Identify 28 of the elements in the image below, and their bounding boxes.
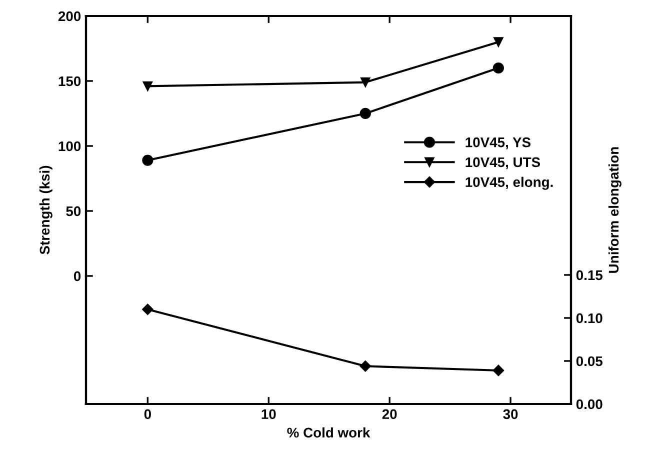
x-tick-label: 30 bbox=[503, 409, 518, 420]
y2-tick-label: 0.10 bbox=[576, 313, 602, 324]
y-tick-label: 0 bbox=[74, 271, 81, 282]
point bbox=[492, 364, 504, 376]
legend-label: 10V45, elong. bbox=[466, 176, 553, 190]
x-tick-label: 10 bbox=[262, 409, 276, 420]
point bbox=[142, 81, 153, 92]
y-tick-label: 50 bbox=[66, 206, 81, 216]
legend-label: 10V45, UTS bbox=[466, 157, 540, 170]
point bbox=[142, 154, 154, 166]
y-tick-label: 200 bbox=[58, 11, 81, 22]
point bbox=[492, 62, 504, 74]
y2-tick-label: 0.15 bbox=[576, 270, 603, 280]
point bbox=[494, 37, 504, 47]
x-axis-title: % Cold work bbox=[287, 427, 370, 438]
y2-tick-label: 0.05 bbox=[576, 356, 603, 366]
y2-axis-title: Uniform elongation bbox=[608, 147, 622, 273]
point bbox=[142, 304, 154, 315]
x-tick-label: 0 bbox=[144, 409, 151, 420]
x-tick-label: 20 bbox=[382, 409, 397, 420]
point bbox=[360, 108, 371, 120]
y2-tick-label: 0.00 bbox=[576, 399, 602, 410]
point bbox=[360, 77, 370, 88]
y-tick-label: 100 bbox=[58, 141, 81, 152]
y-axis-title: Strength (ksi) bbox=[39, 166, 52, 254]
legend-label: 10V45, YS bbox=[466, 137, 531, 150]
point bbox=[360, 360, 371, 372]
y-tick-label: 150 bbox=[58, 76, 81, 86]
